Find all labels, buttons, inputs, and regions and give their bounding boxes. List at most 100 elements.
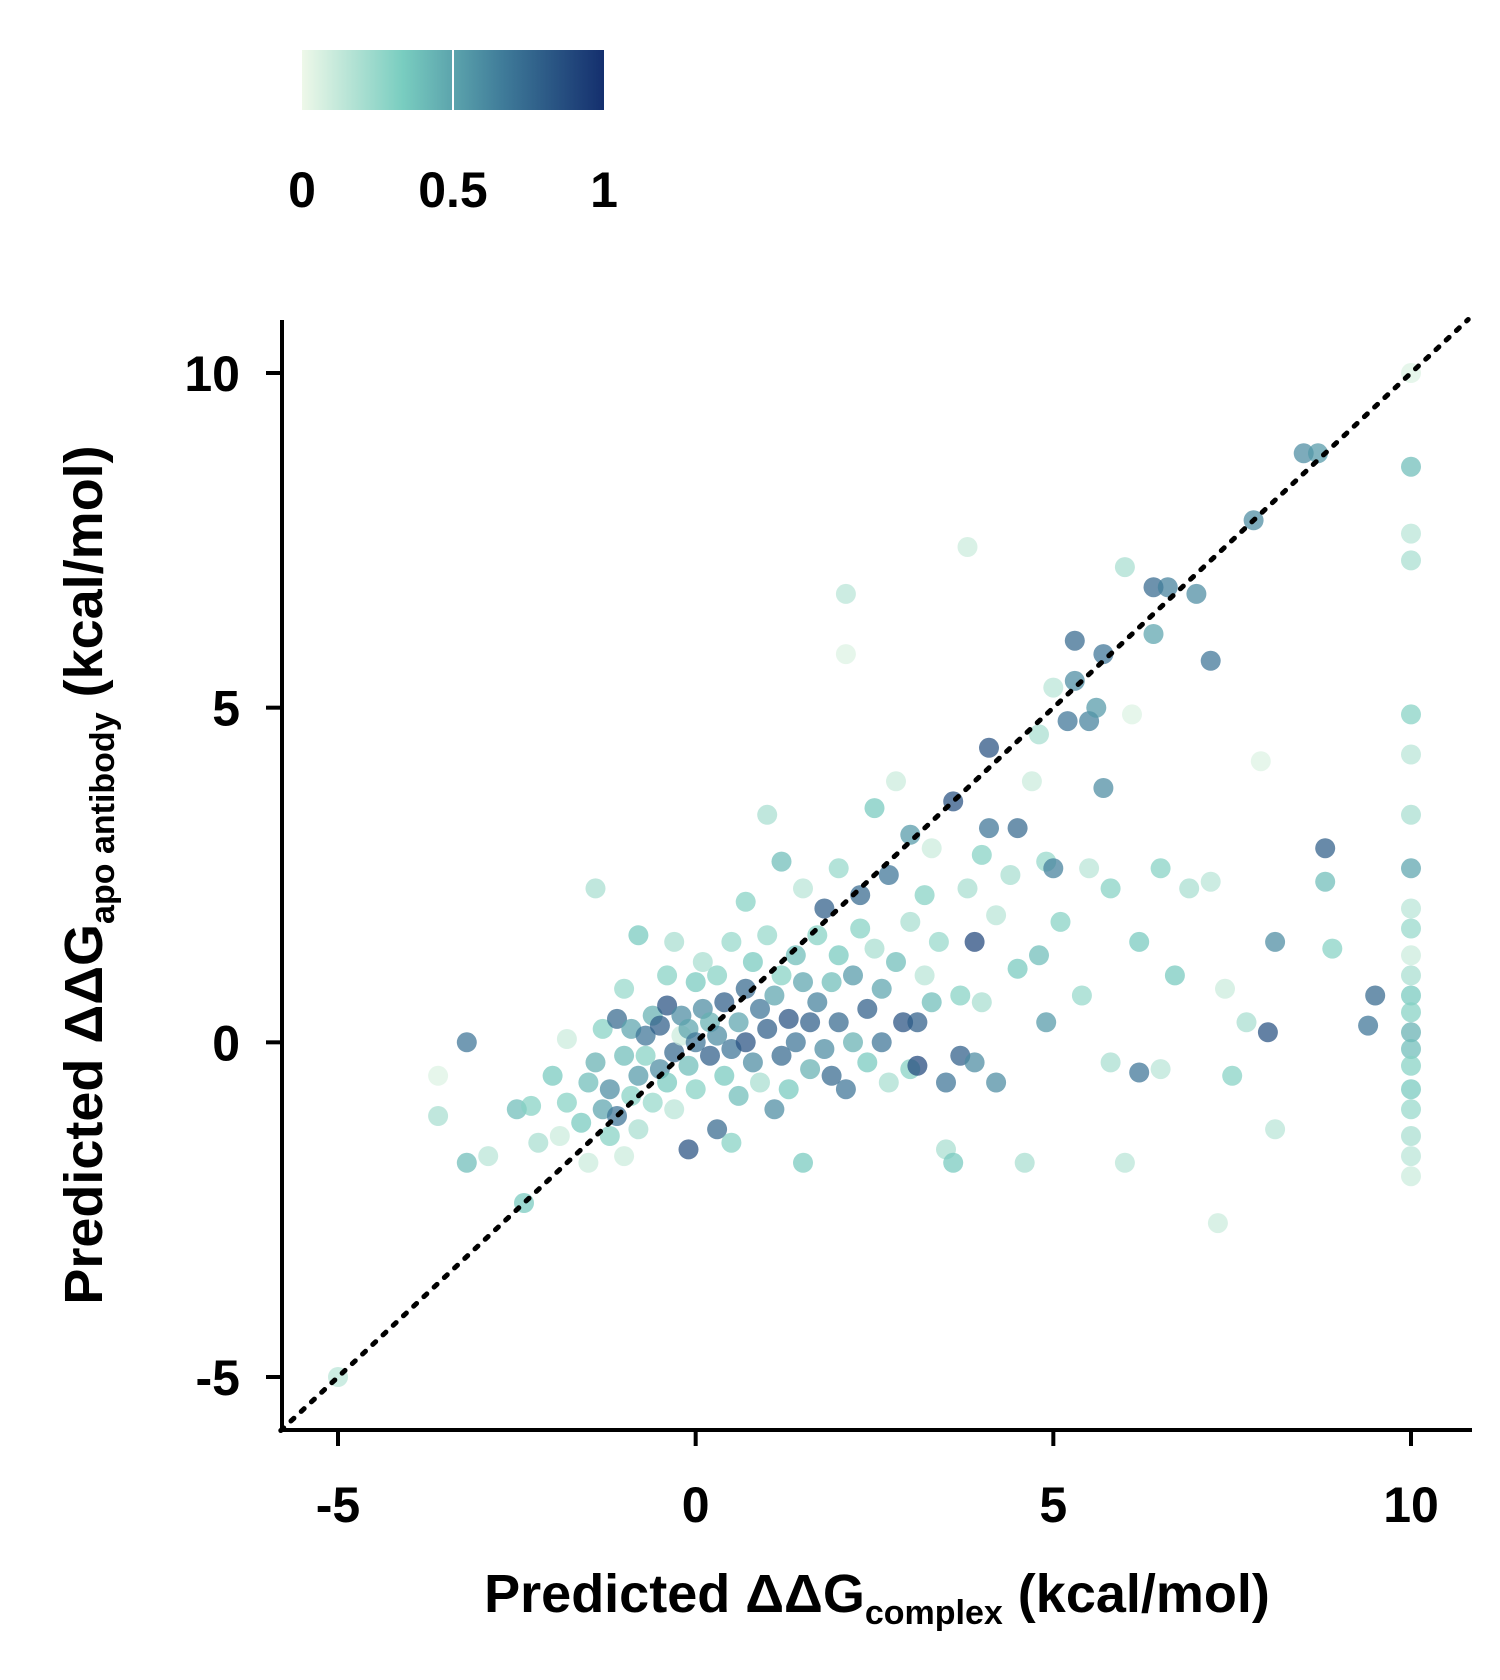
scatter-point	[1114, 557, 1135, 578]
scatter-point	[921, 992, 942, 1013]
y-tick-label: 5	[212, 681, 240, 737]
x-tick-label: 5	[1039, 1477, 1067, 1533]
scatter-point	[1064, 630, 1085, 651]
scatter-point	[635, 1025, 656, 1046]
scatter-point	[614, 978, 635, 999]
scatter-point	[1200, 650, 1221, 671]
scatter-point	[607, 1008, 627, 1029]
scatter-point	[1029, 724, 1049, 745]
scatter-point	[1222, 1065, 1243, 1086]
scatter-point	[1265, 1119, 1286, 1140]
scatter-point	[1401, 523, 1421, 544]
scatter-point	[1014, 1152, 1035, 1173]
scatter-point	[1143, 624, 1164, 644]
scatter-point	[814, 1039, 835, 1059]
scatter-point	[928, 931, 949, 952]
scatter-point	[1050, 911, 1071, 932]
scatter-point	[1164, 965, 1185, 986]
scatter-point	[1000, 865, 1021, 885]
scatter-point	[979, 818, 999, 839]
y-axis-ticks: -5 0 5 10	[184, 346, 282, 1406]
scatter-point	[592, 1018, 613, 1039]
scatter-point	[721, 1132, 742, 1153]
scatter-point	[750, 998, 770, 1019]
scatter-point	[843, 1032, 863, 1053]
x-tick-label: -5	[316, 1477, 360, 1533]
scatter-point	[1401, 1039, 1421, 1059]
scatter-point	[871, 1032, 892, 1053]
scatter-point	[893, 1012, 914, 1033]
scatter-point	[778, 1079, 799, 1100]
colorbar-ticks: 0 0.5 1	[288, 50, 618, 218]
scatter-point	[1179, 878, 1200, 899]
scatter-point	[764, 985, 785, 1006]
scatter-point	[1150, 858, 1171, 879]
scatter-point	[571, 1112, 592, 1133]
scatter-point	[814, 898, 835, 919]
scatter-point	[1150, 1059, 1171, 1080]
scatter-point	[728, 1085, 749, 1106]
scatter-point	[793, 878, 813, 899]
scatter-point	[1043, 858, 1064, 879]
scatter-point	[1293, 443, 1314, 464]
scatter-point	[771, 851, 792, 872]
scatter-point	[828, 945, 849, 966]
scatter-point	[649, 1015, 670, 1036]
scatter-point	[685, 1079, 706, 1100]
colorbar: 0 0.5 1	[288, 50, 618, 218]
scatter-point	[628, 1119, 649, 1140]
scatter-point	[1401, 858, 1421, 879]
colorbar-tick-label: 0.5	[418, 162, 488, 218]
scatter-point	[1029, 945, 1049, 966]
scatter-point	[707, 1025, 728, 1046]
scatter-point	[1143, 577, 1164, 598]
scatter-point	[1007, 958, 1028, 979]
scatter-point	[979, 737, 999, 758]
x-tick-label: 10	[1383, 1477, 1439, 1533]
scatter-point	[1401, 804, 1421, 825]
scatter-point	[800, 1012, 821, 1033]
scatter-point	[793, 972, 813, 993]
scatter-point	[478, 1146, 499, 1167]
scatter-point	[1308, 443, 1328, 464]
scatter-point	[907, 1012, 928, 1033]
scatter-point	[835, 1079, 856, 1100]
scatter-point	[1129, 1062, 1150, 1083]
scatter-point	[857, 998, 878, 1019]
scatter-point	[1007, 818, 1028, 839]
scatter-point	[628, 925, 649, 946]
scatter-point	[614, 1146, 635, 1167]
x-tick-label: 0	[682, 1477, 710, 1533]
scatter-point	[950, 985, 971, 1006]
scatter-point	[714, 1065, 735, 1086]
scatter-point	[549, 1126, 570, 1146]
scatter-point	[735, 891, 756, 912]
scatter-point	[456, 1152, 477, 1173]
scatter-point	[1322, 938, 1343, 959]
scatter-point	[1257, 1022, 1278, 1043]
scatter-point	[556, 1029, 577, 1049]
scatter-point	[1021, 771, 1042, 792]
scatter-point	[1129, 931, 1150, 952]
y-tick-label: -5	[196, 1350, 240, 1406]
scatter-point	[1122, 704, 1142, 725]
x-axis-ticks: -5 0 5 10	[316, 1430, 1439, 1533]
scatter-point	[1200, 871, 1221, 892]
scatter-point	[957, 537, 978, 557]
scatter-point	[635, 1045, 656, 1066]
scatter-point	[986, 1072, 1007, 1093]
scatter-point	[757, 925, 778, 946]
scatter-point	[614, 1045, 635, 1066]
scatter-point	[1401, 1022, 1421, 1043]
scatter-point	[628, 1065, 649, 1086]
scatter-point	[1186, 583, 1207, 604]
scatter-point	[621, 1085, 642, 1106]
scatter-point	[986, 905, 1007, 926]
scatter-point	[1236, 1012, 1257, 1033]
scatter-point	[735, 978, 756, 999]
scatter-point	[828, 1012, 849, 1033]
scatter-point	[921, 838, 942, 859]
scatter-point	[807, 925, 828, 946]
scatter-point	[599, 1079, 620, 1100]
scatter-point	[1401, 1166, 1421, 1187]
